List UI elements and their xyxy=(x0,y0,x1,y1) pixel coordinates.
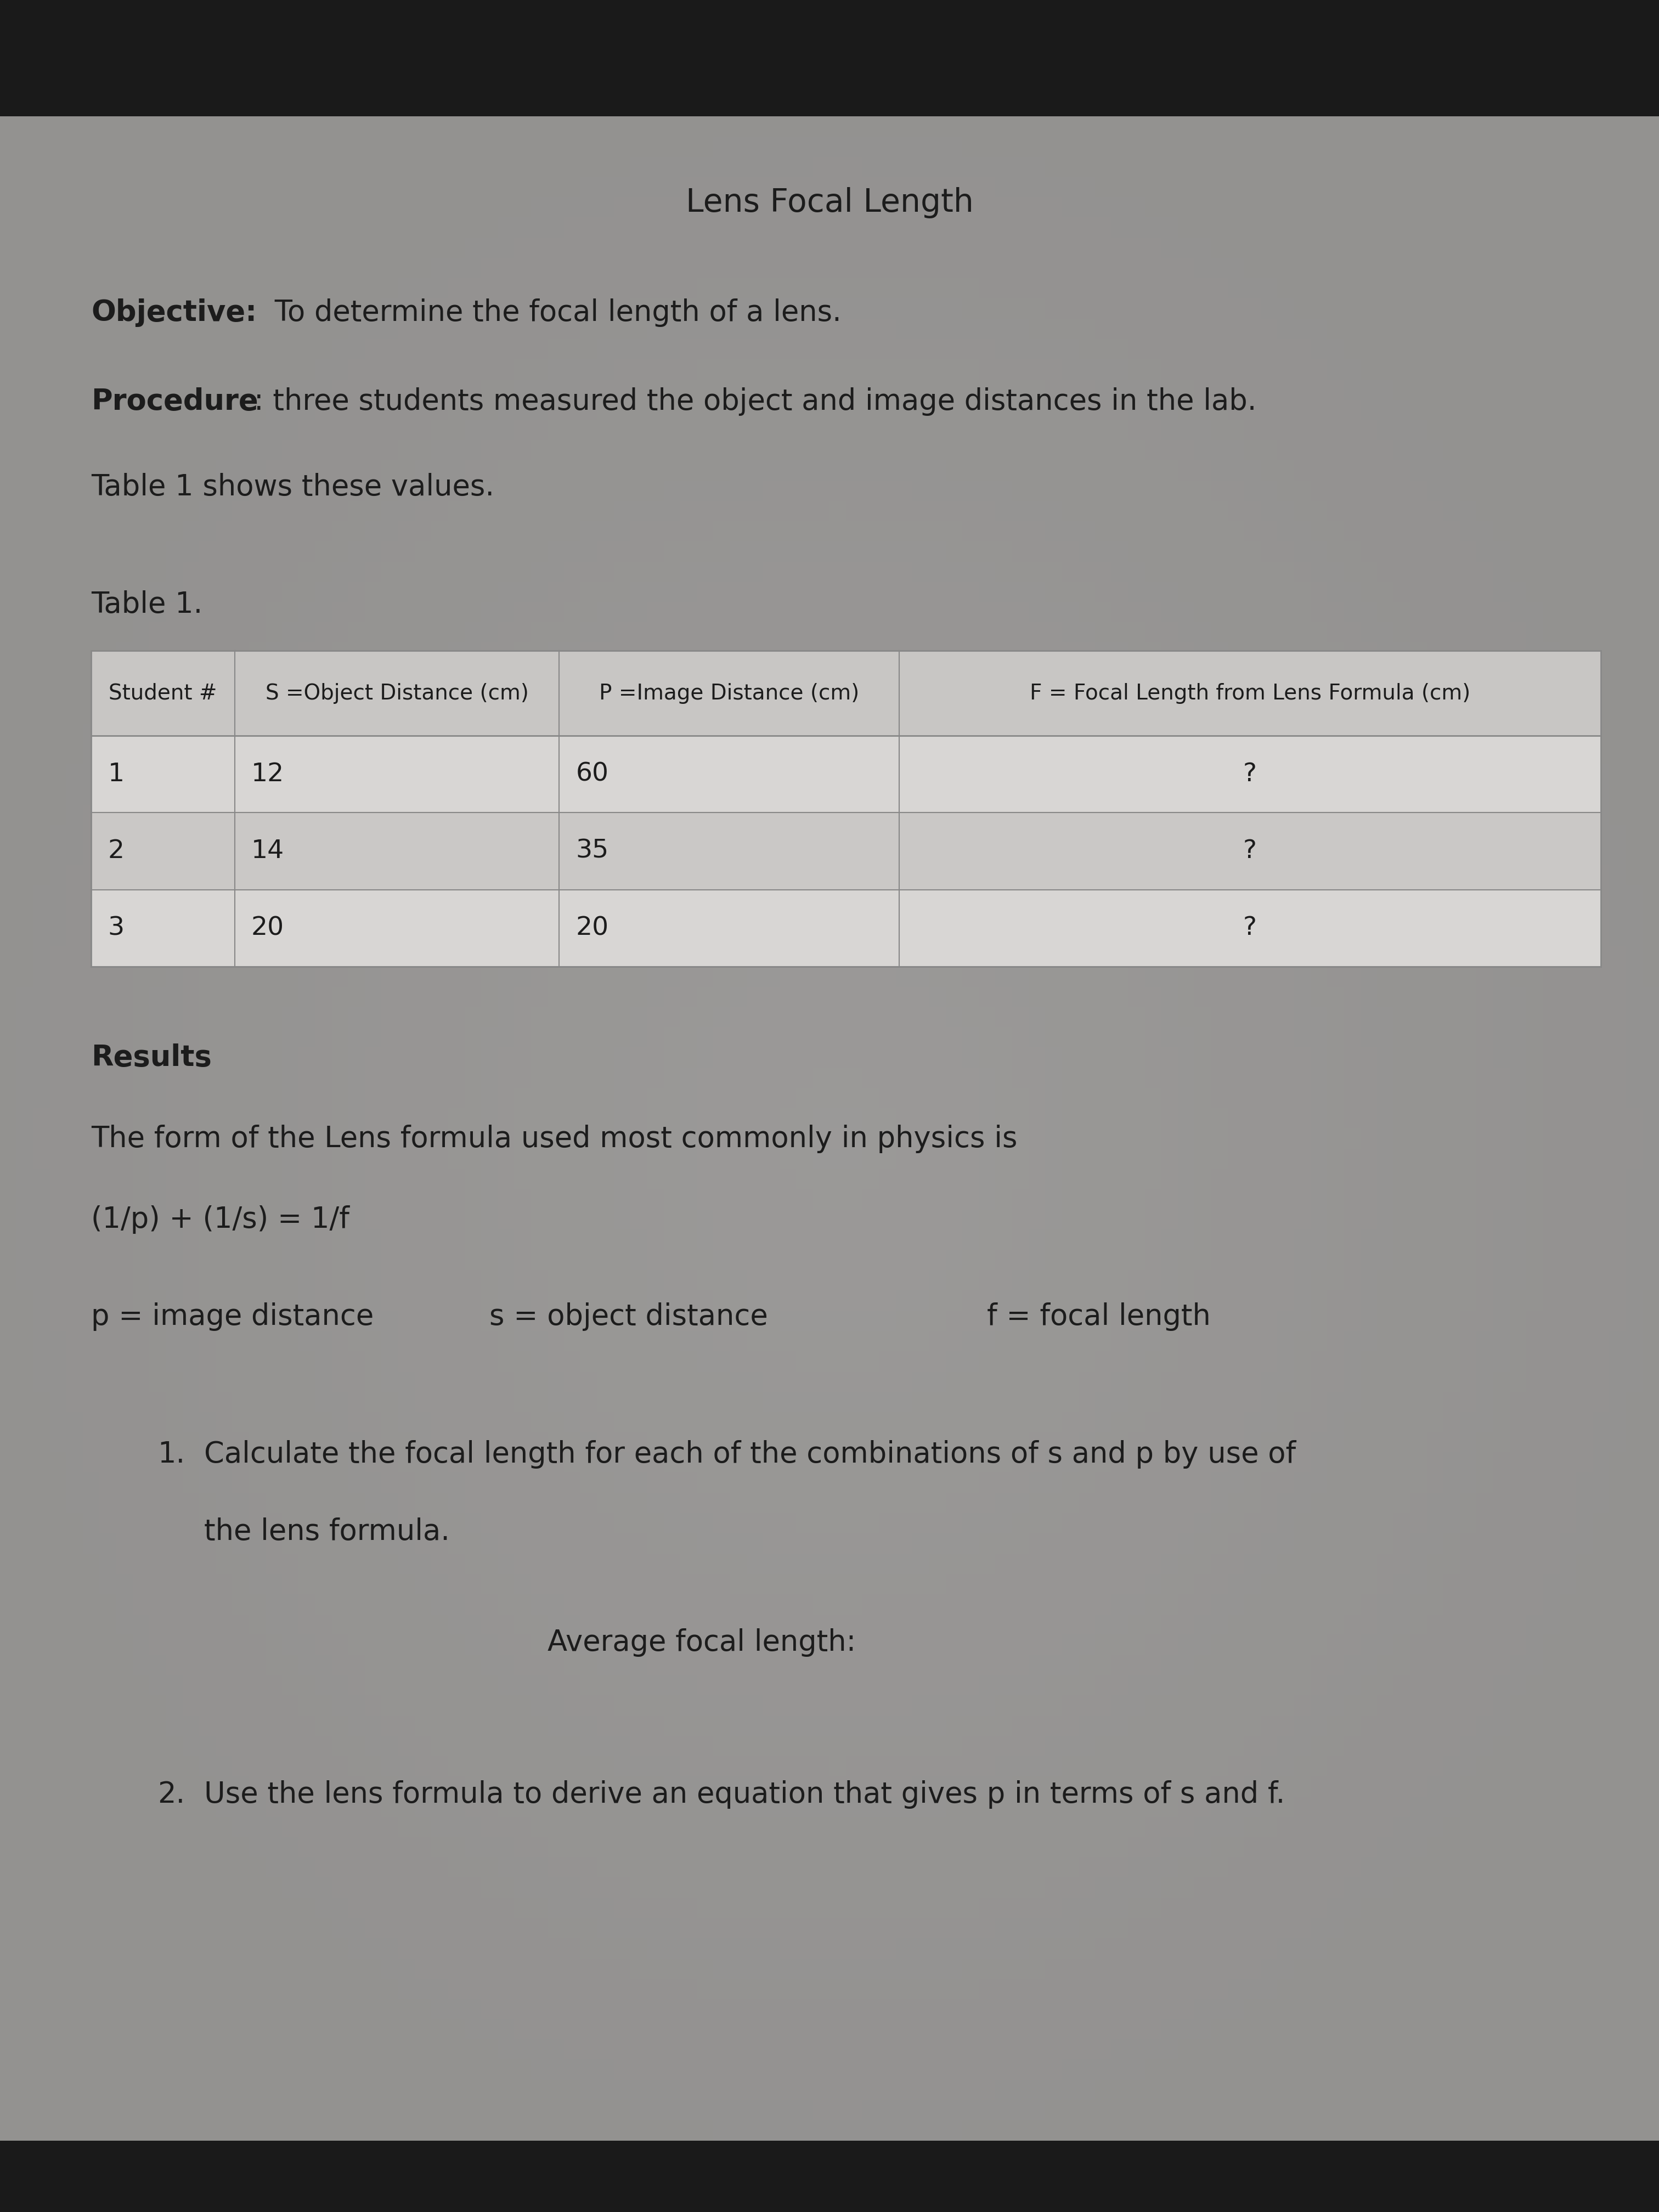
Bar xyxy=(91,737,1601,812)
Text: Lens Focal Length: Lens Focal Length xyxy=(685,188,974,219)
Text: Table 1.: Table 1. xyxy=(91,591,202,619)
Text: Objective:: Objective: xyxy=(91,299,257,327)
Text: 12: 12 xyxy=(251,761,284,787)
Text: Average focal length:: Average focal length: xyxy=(547,1628,856,1657)
Text: 20: 20 xyxy=(251,916,284,940)
Text: ?: ? xyxy=(1243,838,1258,863)
Text: The form of the Lens formula used most commonly in physics is: The form of the Lens formula used most c… xyxy=(91,1124,1017,1152)
Text: 20: 20 xyxy=(576,916,609,940)
Text: ?: ? xyxy=(1243,916,1258,940)
Text: P =Image Distance (cm): P =Image Distance (cm) xyxy=(599,684,859,703)
Text: f = focal length: f = focal length xyxy=(987,1303,1211,1332)
Text: ?: ? xyxy=(1243,761,1258,787)
Text: 2.: 2. xyxy=(158,1781,186,1809)
Bar xyxy=(91,812,1601,889)
Text: s = object distance: s = object distance xyxy=(489,1303,768,1332)
Text: Calculate the focal length for each of the combinations of s and p by use of: Calculate the focal length for each of t… xyxy=(204,1440,1296,1469)
Bar xyxy=(91,650,1601,967)
Text: 35: 35 xyxy=(576,838,609,863)
Text: p = image distance: p = image distance xyxy=(91,1303,373,1332)
Text: (1/p) + (1/s) = 1/f: (1/p) + (1/s) = 1/f xyxy=(91,1206,350,1234)
Text: 1: 1 xyxy=(108,761,124,787)
Text: 2: 2 xyxy=(108,838,124,863)
Bar xyxy=(91,889,1601,967)
Text: : three students measured the object and image distances in the lab.: : three students measured the object and… xyxy=(254,387,1256,416)
Text: Results: Results xyxy=(91,1044,212,1073)
Text: 14: 14 xyxy=(251,838,284,863)
Text: the lens formula.: the lens formula. xyxy=(204,1517,450,1546)
Text: Table 1 shows these values.: Table 1 shows these values. xyxy=(91,473,494,502)
Text: 60: 60 xyxy=(576,761,609,787)
Text: S =Object Distance (cm): S =Object Distance (cm) xyxy=(265,684,529,703)
Bar xyxy=(91,650,1601,737)
Text: To determine the focal length of a lens.: To determine the focal length of a lens. xyxy=(265,299,841,327)
Text: F = Focal Length from Lens Formula (cm): F = Focal Length from Lens Formula (cm) xyxy=(1030,684,1470,703)
Text: Student #: Student # xyxy=(109,684,217,703)
Text: Procedure: Procedure xyxy=(91,387,259,416)
Text: 1.: 1. xyxy=(158,1440,186,1469)
Text: 3: 3 xyxy=(108,916,124,940)
Text: Use the lens formula to derive an equation that gives p in terms of s and f.: Use the lens formula to derive an equati… xyxy=(204,1781,1286,1809)
